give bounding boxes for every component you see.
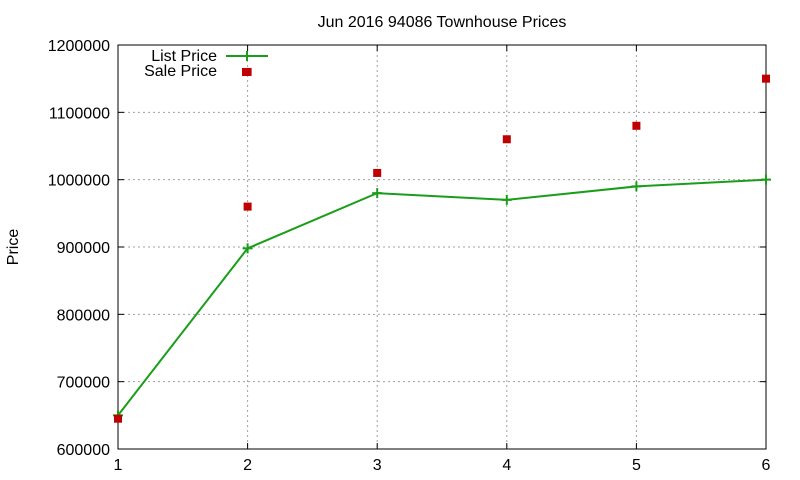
y-tick-label: 1200000 [48,38,110,55]
sale-price-point [762,74,770,83]
y-tick-label: 900000 [57,240,110,257]
sale-price-point [373,168,382,177]
legend-marker-list-price [242,51,252,61]
x-tick-label: 1 [114,457,123,474]
sale-price-point [502,135,511,144]
list-price-point [631,181,642,192]
y-tick-label: 1000000 [48,173,110,190]
list-price-point [372,188,383,199]
x-tick-label: 3 [373,457,382,474]
legend-label-sale-price: Sale Price [144,63,217,80]
list-price-point [501,194,512,205]
legend-marker-sale-price [242,68,250,76]
axis-ticks: 1 2 3 4 5 6 600000 700000 800000 900000 1000000 110… [48,38,771,474]
y-tick-label: 1100000 [49,105,110,122]
sale-price-point [243,202,252,211]
series-marks [113,67,771,423]
y-axis-label: Price [5,229,22,266]
grid [118,45,766,449]
list-price-point [242,243,253,254]
list-price-line [117,178,767,416]
list-price-point [761,174,771,185]
x-tick-label: 6 [762,457,771,474]
legend-label-list-price: List Price [151,48,217,65]
legend: List Price Sale Price [144,48,268,80]
y-tick-label: 800000 [57,307,110,324]
x-tick-label: 5 [632,457,641,474]
y-tick-label: 600000 [57,442,110,459]
x-tick-label: 2 [243,457,252,474]
y-tick-label: 700000 [57,375,110,392]
x-tick-label: 4 [502,457,511,474]
sale-price-point [114,414,122,423]
chart-title: Jun 2016 94086 Townhouse Prices [318,14,567,31]
sale-price-point [632,121,641,130]
